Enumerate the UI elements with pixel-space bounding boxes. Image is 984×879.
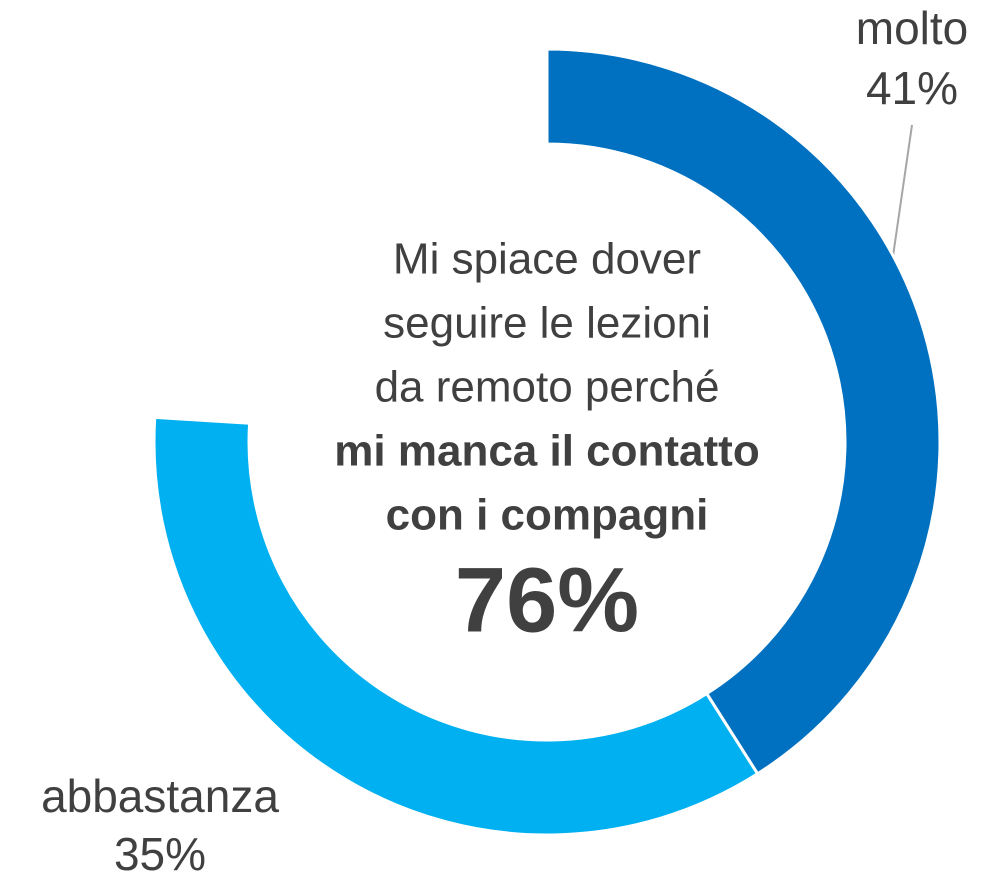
category-label: abbastanza bbox=[41, 770, 279, 822]
center-text-bold: con i compagni bbox=[386, 491, 709, 540]
center-text: da remoto perché bbox=[375, 363, 720, 412]
value-label: 35% bbox=[114, 828, 206, 879]
center-total: 76% bbox=[455, 549, 639, 651]
center-text: seguire le lezioni bbox=[383, 299, 711, 348]
center-text-bold: mi manca il contatto bbox=[334, 427, 759, 476]
center-text: Mi spiace dover bbox=[393, 235, 701, 284]
category-label: molto bbox=[856, 2, 968, 54]
donut-segment bbox=[545, 47, 942, 776]
value-label: 41% bbox=[866, 62, 958, 114]
donut-segment bbox=[152, 415, 760, 837]
